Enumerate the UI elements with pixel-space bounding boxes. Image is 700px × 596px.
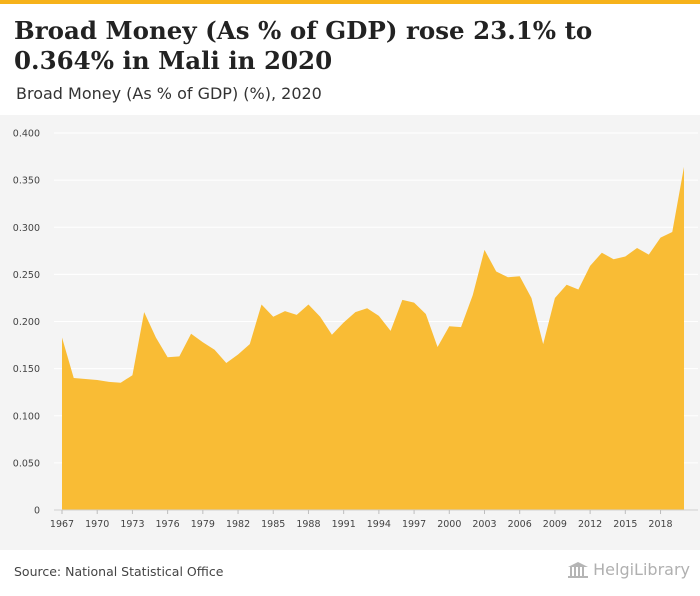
data-point-2015[interactable] bbox=[622, 253, 628, 259]
x-tick-label: 1991 bbox=[332, 519, 356, 530]
data-point-2007[interactable] bbox=[528, 295, 534, 301]
x-tick-label: 2006 bbox=[508, 519, 532, 530]
data-point-1979[interactable] bbox=[200, 339, 206, 345]
y-tick-label: 0 bbox=[34, 506, 40, 517]
data-point-2010[interactable] bbox=[564, 282, 570, 288]
top-accent-bar bbox=[0, 0, 700, 4]
x-tick-label: 1985 bbox=[261, 519, 285, 530]
data-point-2013[interactable] bbox=[599, 250, 605, 256]
y-tick-label: 0.150 bbox=[13, 364, 40, 375]
logo-text: HelgiLibrary bbox=[593, 560, 690, 579]
data-point-1998[interactable] bbox=[423, 311, 429, 317]
data-point-1990[interactable] bbox=[329, 332, 335, 338]
x-tick-label: 1982 bbox=[226, 519, 250, 530]
data-point-2003[interactable] bbox=[481, 247, 487, 253]
header: Broad Money (As % of GDP) rose 23.1% to … bbox=[0, 4, 700, 115]
y-tick-label: 0.200 bbox=[13, 317, 40, 328]
series-area-fill bbox=[62, 166, 684, 510]
x-tick-label: 2003 bbox=[472, 519, 496, 530]
data-point-1989[interactable] bbox=[317, 314, 323, 320]
data-point-1968[interactable] bbox=[71, 375, 77, 381]
y-tick-label: 0.300 bbox=[13, 223, 40, 234]
data-point-2001[interactable] bbox=[458, 324, 464, 330]
y-tick-label: 0.400 bbox=[13, 129, 40, 140]
y-tick-label: 0.100 bbox=[13, 411, 40, 422]
data-point-1974[interactable] bbox=[141, 309, 147, 315]
source-note: Source: National Statistical Office bbox=[14, 564, 224, 579]
data-point-2017[interactable] bbox=[646, 252, 652, 258]
area-chart: 0 0.050 0.100 0.150 0.200 0.250 0.300 0.350 0.40… bbox=[13, 129, 698, 530]
axes: 0 0.050 0.100 0.150 0.200 0.250 0.300 0.350 0.40… bbox=[13, 129, 698, 530]
data-point-1970[interactable] bbox=[94, 377, 100, 383]
x-tick-label: 2015 bbox=[613, 519, 637, 530]
data-point-1997[interactable] bbox=[411, 300, 417, 306]
data-point-1971[interactable] bbox=[106, 379, 112, 385]
x-tick-label: 1967 bbox=[50, 519, 74, 530]
y-tick-label: 0.350 bbox=[13, 176, 40, 187]
data-point-2012[interactable] bbox=[587, 263, 593, 269]
x-tick-label: 2009 bbox=[543, 519, 567, 530]
data-point-1967[interactable] bbox=[59, 335, 65, 341]
data-point-1972[interactable] bbox=[118, 380, 124, 386]
x-tick-label: 2012 bbox=[578, 519, 602, 530]
data-point-2020[interactable] bbox=[681, 164, 687, 170]
x-tick-label: 1997 bbox=[402, 519, 426, 530]
x-tick-label: 1994 bbox=[367, 519, 391, 530]
data-point-2004[interactable] bbox=[493, 269, 499, 275]
x-tick-label: 2000 bbox=[437, 519, 461, 530]
data-point-2000[interactable] bbox=[446, 323, 452, 329]
x-tick-label: 1979 bbox=[191, 519, 215, 530]
series-area bbox=[59, 164, 687, 510]
data-point-1994[interactable] bbox=[376, 313, 382, 319]
footer: Source: National Statistical Office Helg… bbox=[0, 550, 700, 596]
data-point-1984[interactable] bbox=[259, 302, 265, 308]
data-point-1973[interactable] bbox=[129, 372, 135, 378]
x-tick-label: 1973 bbox=[120, 519, 144, 530]
chart-area: 0 0.050 0.100 0.150 0.200 0.250 0.300 0.350 0.40… bbox=[0, 115, 700, 550]
data-point-2002[interactable] bbox=[470, 292, 476, 298]
data-point-1991[interactable] bbox=[341, 319, 347, 325]
data-point-2008[interactable] bbox=[540, 341, 546, 347]
data-point-1969[interactable] bbox=[82, 376, 88, 382]
data-point-1995[interactable] bbox=[388, 328, 394, 334]
data-point-2019[interactable] bbox=[669, 229, 675, 235]
data-point-1988[interactable] bbox=[305, 302, 311, 308]
x-tick-label: 2018 bbox=[648, 519, 672, 530]
x-tick-label: 1976 bbox=[156, 519, 180, 530]
data-point-1987[interactable] bbox=[294, 312, 300, 318]
data-point-1999[interactable] bbox=[435, 344, 441, 350]
data-point-2011[interactable] bbox=[575, 286, 581, 292]
data-point-1977[interactable] bbox=[176, 353, 182, 359]
y-tick-label: 0.250 bbox=[13, 270, 40, 281]
data-point-2016[interactable] bbox=[634, 245, 640, 251]
chart-subtitle: Broad Money (As % of GDP) (%), 2020 bbox=[16, 84, 322, 103]
data-point-1992[interactable] bbox=[352, 309, 358, 315]
data-point-1993[interactable] bbox=[364, 305, 370, 311]
data-point-1980[interactable] bbox=[212, 347, 218, 353]
data-point-2018[interactable] bbox=[658, 235, 664, 241]
helgi-library-logo[interactable]: HelgiLibrary bbox=[567, 560, 690, 579]
data-point-2005[interactable] bbox=[505, 274, 511, 280]
data-point-1975[interactable] bbox=[153, 335, 159, 341]
data-point-2014[interactable] bbox=[611, 256, 617, 262]
data-point-1985[interactable] bbox=[270, 314, 276, 320]
data-point-1983[interactable] bbox=[247, 341, 253, 347]
data-point-1978[interactable] bbox=[188, 331, 194, 337]
data-point-2009[interactable] bbox=[552, 295, 558, 301]
data-point-1986[interactable] bbox=[282, 308, 288, 314]
y-tick-label: 0.050 bbox=[13, 458, 40, 469]
x-tick-label: 1970 bbox=[85, 519, 109, 530]
data-point-1996[interactable] bbox=[399, 297, 405, 303]
data-point-1981[interactable] bbox=[223, 360, 229, 366]
page-title: Broad Money (As % of GDP) rose 23.1% to … bbox=[14, 16, 593, 75]
data-point-1982[interactable] bbox=[235, 351, 241, 357]
data-point-1976[interactable] bbox=[165, 354, 171, 360]
data-point-2006[interactable] bbox=[517, 273, 523, 279]
helgi-building-icon bbox=[568, 561, 589, 578]
x-tick-label: 1988 bbox=[296, 519, 320, 530]
